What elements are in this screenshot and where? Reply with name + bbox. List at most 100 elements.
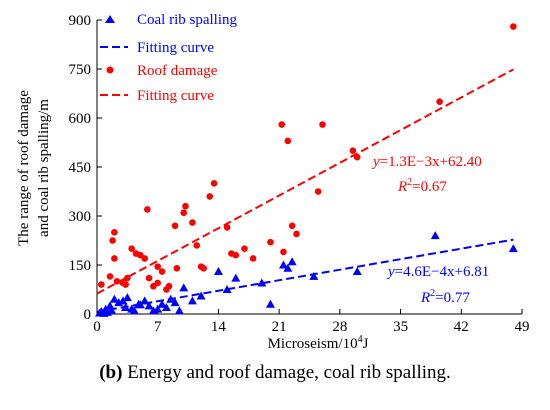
- coal-rib-spalling-point: [213, 267, 223, 276]
- roof-damage-point: [241, 245, 248, 252]
- roof-damage-point: [180, 209, 188, 217]
- coal-rib-spalling-point: [140, 296, 150, 305]
- caption-text: Energy and roof damage, coal rib spallin…: [122, 362, 451, 383]
- coal-rib-spalling-point: [257, 278, 267, 287]
- roof-damage-point: [267, 238, 274, 246]
- coal-rib-spalling-point: [265, 299, 275, 308]
- roof-damage-point: [171, 222, 179, 230]
- x-tick-label: 28: [332, 319, 347, 335]
- x-axis-title-main: Microseism/10: [268, 336, 358, 352]
- roof-damage-point: [206, 193, 214, 200]
- y-tick-label: 750: [69, 62, 92, 78]
- red-fitting-line: [96, 68, 514, 295]
- y-tick-label: 150: [69, 258, 92, 274]
- x-axis-title-superscript: 4: [358, 334, 363, 345]
- legend-coal-rib-spalling: Coal rib spalling: [137, 12, 237, 28]
- roof-damage-point: [223, 224, 231, 231]
- roof-damage-point: [173, 264, 181, 272]
- y-axis-title-line1: The range of roof damage: [16, 90, 32, 246]
- legend: Coal rib spalling Fitting curve Roof dam…: [100, 12, 237, 104]
- coal-rib-spalling-point: [179, 283, 189, 292]
- roof-damage-point: [189, 219, 196, 226]
- roof-damage-point: [280, 248, 287, 256]
- legend-circle-marker: [106, 66, 114, 74]
- roof-damage-point: [145, 274, 153, 282]
- coal-rib-spalling-point: [278, 260, 288, 269]
- roof-damage-point: [165, 282, 173, 290]
- roof-damage-point: [349, 147, 357, 154]
- blue-eq-line: y=4.6E−4x+6.81: [386, 264, 489, 280]
- roof-damage-point: [154, 263, 162, 270]
- coal-rib-spalling-point: [174, 306, 184, 315]
- roof-damage-point: [106, 273, 114, 280]
- coal-rib-spalling-point: [129, 306, 139, 315]
- legend-triangle-marker: [105, 15, 115, 23]
- legend-roof-damage: Roof damage: [137, 63, 218, 79]
- coal-rib-spalling-point: [157, 299, 167, 308]
- plot-area: 0 7 14 21 28 35 42 49 0 150 300 450 600 750 900: [69, 13, 530, 335]
- roof-damage-point: [436, 98, 443, 105]
- coal-rib-spalling-point: [196, 291, 206, 300]
- roof-damage-point: [319, 121, 326, 128]
- x-ticks: 0 7 14 21 28 35 42 49: [93, 309, 530, 335]
- figure-caption: (b) Energy and roof damage, coal rib spa…: [0, 362, 550, 384]
- red-r2-value: =0.67: [412, 179, 447, 195]
- coal-rib-spalling-point: [430, 231, 440, 240]
- y-tick-label: 450: [69, 160, 92, 176]
- blue-fitting-line: [96, 238, 514, 313]
- roof-damage-point: [249, 255, 257, 262]
- x-tick-label: 14: [211, 319, 227, 335]
- blue-r2-r: R: [420, 290, 430, 306]
- red-eq-line: y=1.3E−3x+62.40: [371, 154, 482, 170]
- blue-r2-line: R2=0.77: [420, 288, 470, 306]
- legend-red-fitting-curve: Fitting curve: [137, 88, 214, 104]
- red-r2-line: R2=0.67: [397, 177, 447, 195]
- coal-rib-spalling-point: [144, 301, 154, 310]
- roof-damage-point: [141, 255, 149, 262]
- roof-damage-point: [113, 278, 121, 285]
- red-fit-equation: y=1.3E−3x+62.40 R2=0.67: [371, 154, 482, 195]
- data-points: [95, 23, 518, 317]
- coal-rib-spalling-point: [309, 271, 319, 280]
- coal-rib-spalling-point: [161, 302, 171, 311]
- coal-rib-spalling-point: [166, 294, 176, 303]
- x-tick-label: 7: [154, 319, 162, 335]
- roof-damage-point: [182, 202, 189, 210]
- coal-rib-spalling-point: [170, 298, 180, 307]
- roof-damage-point: [122, 281, 129, 288]
- coal-rib-spalling-point: [107, 306, 117, 315]
- x-tick-label: 21: [272, 319, 287, 335]
- roof-damage-point: [158, 268, 166, 275]
- roof-damage-point: [200, 264, 207, 272]
- legend-blue-fitting-curve: Fitting curve: [137, 40, 214, 56]
- coal-rib-spalling-point: [109, 294, 119, 303]
- coal-rib-spalling-point: [508, 244, 518, 253]
- coal-rib-spalling-point: [222, 285, 232, 293]
- roof-damage-point: [210, 180, 218, 187]
- y-tick-label: 0: [84, 307, 92, 323]
- y-tick-label: 900: [69, 13, 92, 29]
- y-axis-title-line2: and coal rib spalling/m: [36, 99, 52, 237]
- roof-damage-point: [284, 137, 292, 145]
- coal-rib-spalling-point: [283, 263, 293, 272]
- blue-fit-equation: y=4.6E−4x+6.81 R2=0.77: [386, 264, 489, 306]
- caption-label: (b): [99, 362, 123, 383]
- roof-damage-point: [154, 279, 162, 287]
- roof-damage-point: [124, 274, 131, 282]
- coal-rib-spalling-point: [122, 293, 132, 302]
- x-axis-title-unit: J: [363, 336, 369, 352]
- roof-damage-point: [288, 222, 296, 230]
- blue-eq-rest: =4.6E−4x+6.81: [395, 264, 490, 280]
- roof-damage-point: [293, 230, 300, 238]
- fit-lines: [96, 68, 514, 313]
- roof-damage-point: [193, 242, 201, 249]
- x-tick-label: 42: [454, 319, 469, 335]
- roof-damage-point: [278, 121, 286, 128]
- red-eq-y: y: [371, 154, 380, 170]
- x-axis-title: Microseism/104J: [268, 334, 369, 352]
- coal-rib-spalling-point: [352, 267, 362, 276]
- coal-rib-spalling-point: [118, 296, 128, 305]
- roof-damage-point: [109, 237, 116, 244]
- red-eq-rest: =1.3E−3x+62.40: [380, 154, 482, 170]
